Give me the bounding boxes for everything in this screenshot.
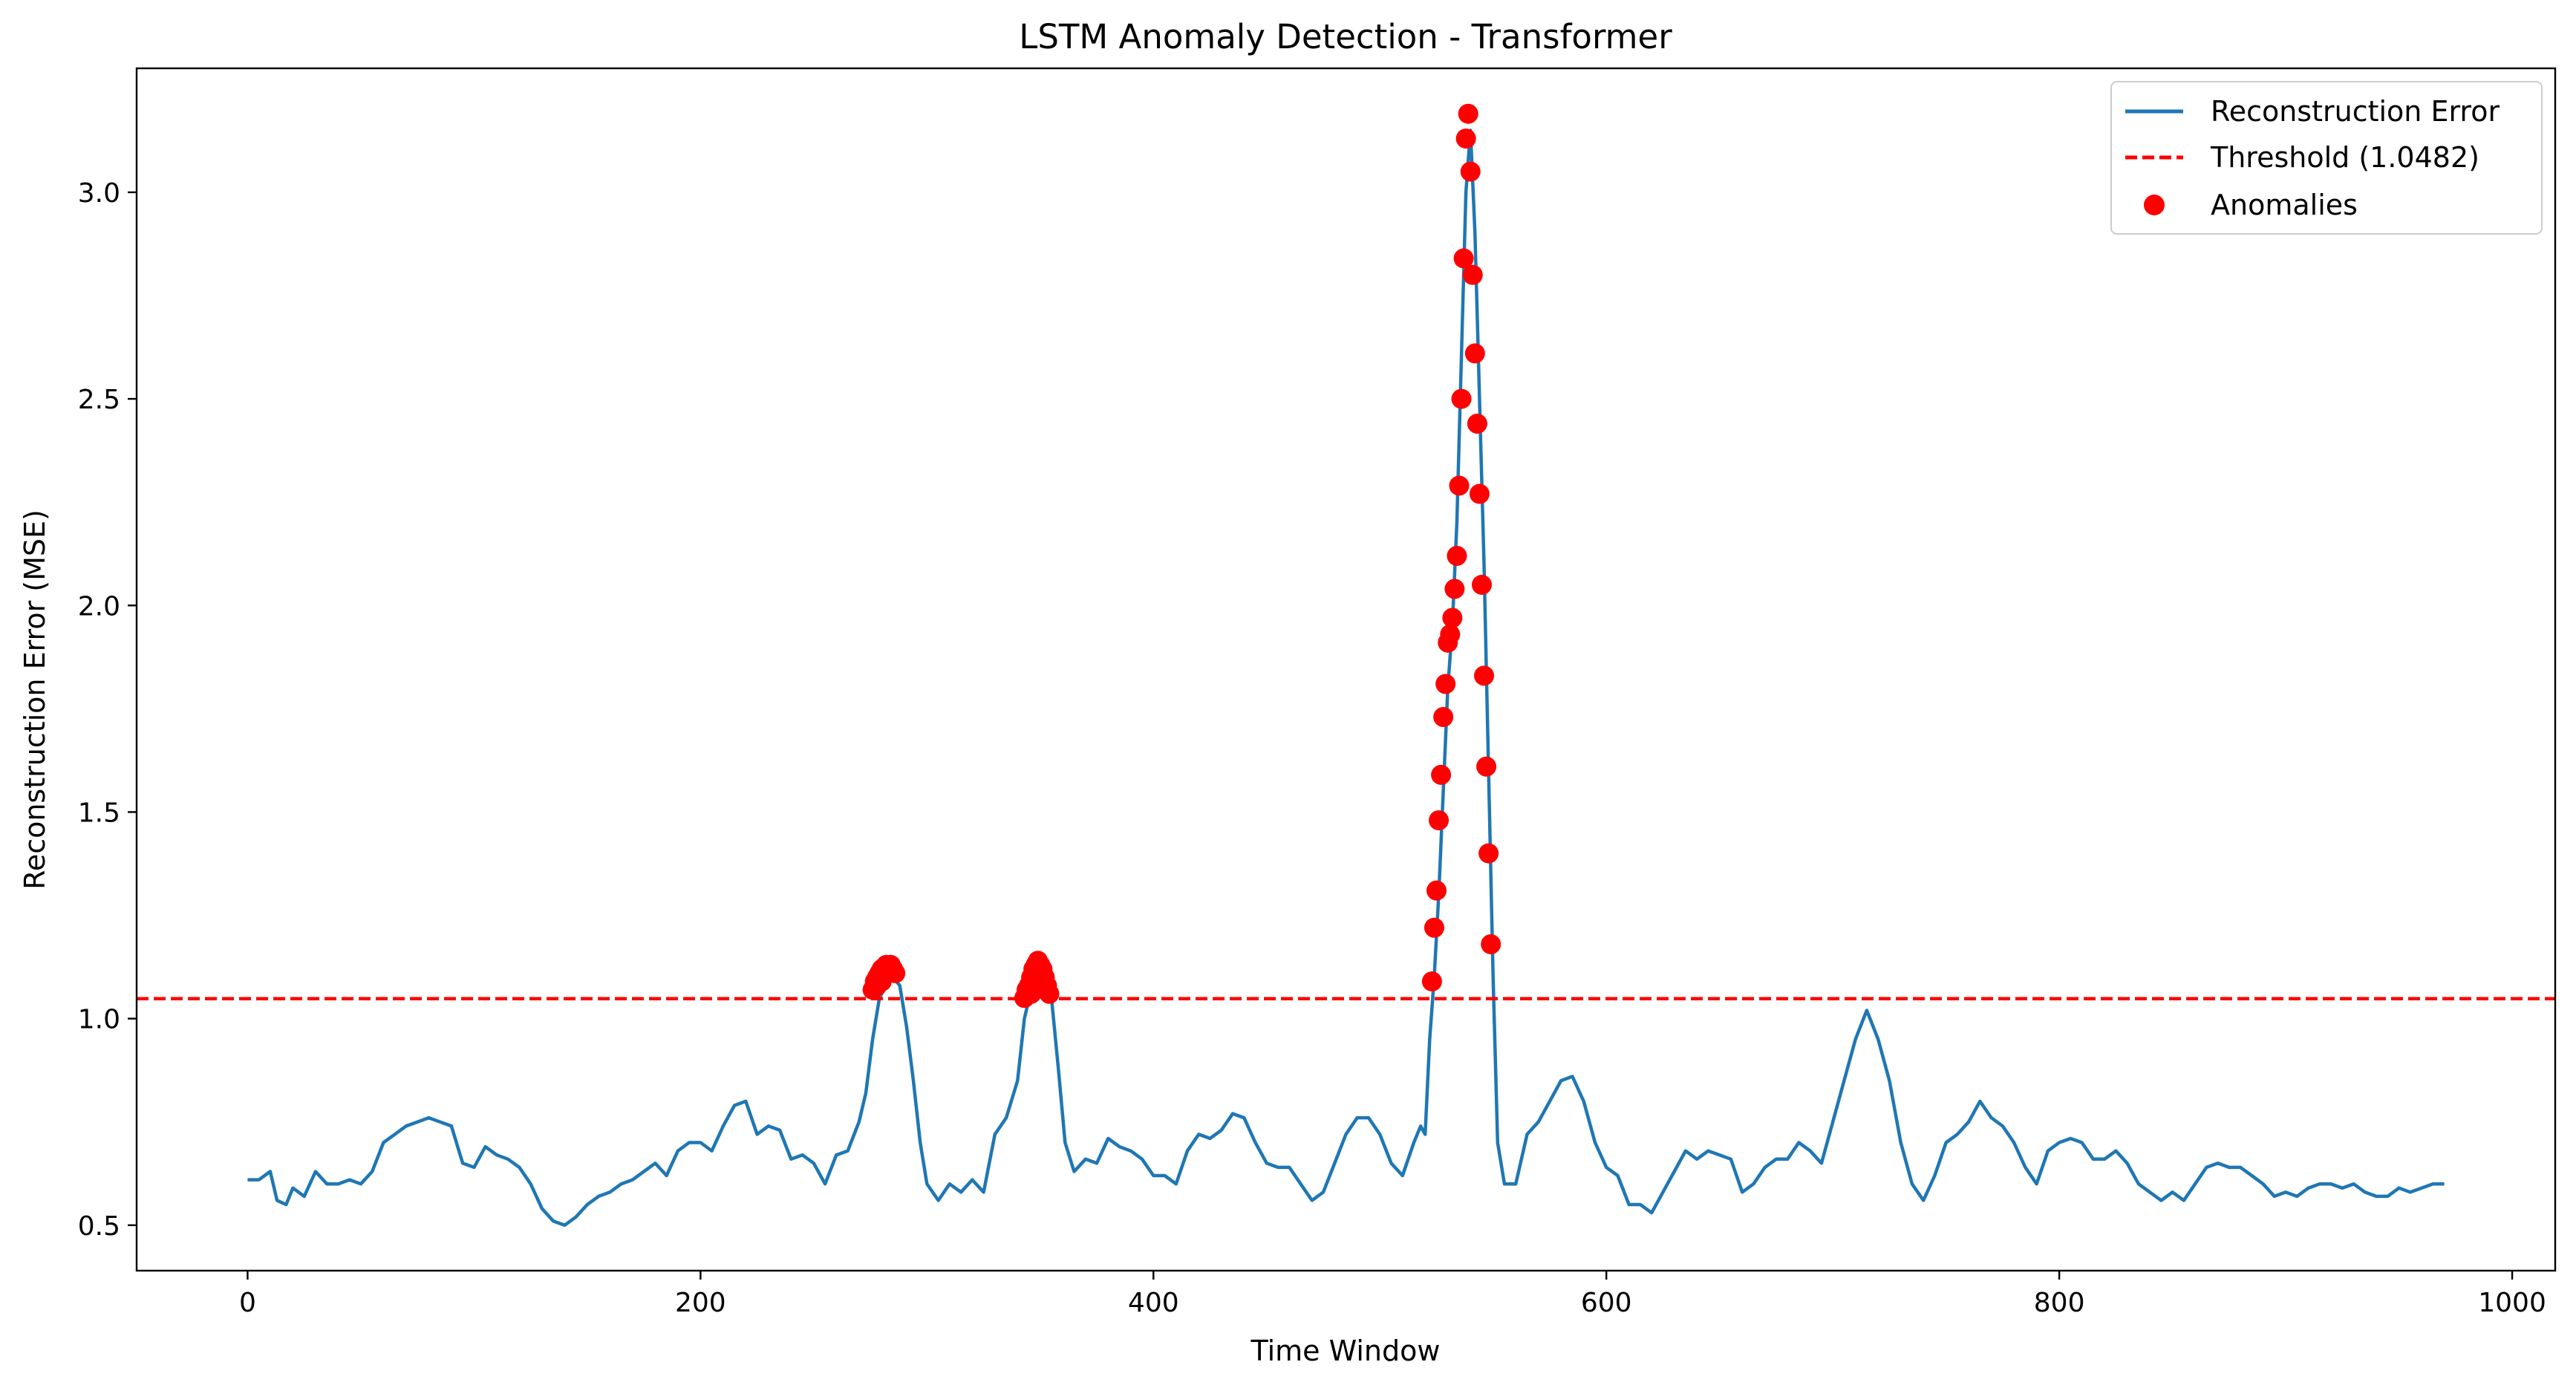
legend-anomaly-swatch [2144, 195, 2165, 215]
x-tick-label: 200 [675, 1288, 726, 1318]
anomaly-point [1424, 917, 1444, 938]
anomaly-point [1447, 546, 1467, 567]
anomaly-point [1440, 624, 1461, 645]
anomaly-point [1481, 934, 1501, 954]
y-tick-label: 2.0 [78, 591, 120, 622]
anomaly-point [1471, 574, 1492, 595]
y-axis-title: Reconstruction Error (MSE) [19, 509, 51, 890]
anomaly-point [1464, 343, 1485, 364]
x-ticks: 0 200 400 600 800 1000 [239, 1271, 2546, 1318]
y-tick-label: 2.5 [78, 385, 120, 415]
legend-label-threshold: Threshold (1.0482) [2210, 141, 2479, 174]
y-tick-label: 1.0 [78, 1005, 120, 1035]
anomaly-point [1476, 756, 1497, 777]
x-axis-title: Time Window [1250, 1335, 1441, 1367]
anomaly-point [1444, 579, 1465, 599]
legend-label-error: Reconstruction Error [2211, 95, 2500, 128]
legend-label-anomalies: Anomalies [2211, 189, 2358, 221]
series-layer [137, 103, 2555, 1228]
plot-area: 0 200 400 600 800 1000 0.5 1.0 1.5 2.0 2.5 3.0 [78, 67, 2557, 1318]
x-tick-label: 0 [239, 1288, 256, 1318]
y-ticks: 0.5 1.0 1.5 2.0 2.5 3.0 [78, 178, 137, 1242]
legend: Reconstruction Error Threshold (1.0482) … [2110, 81, 2543, 235]
x-tick-label: 400 [1128, 1288, 1179, 1318]
anomaly-point [1474, 665, 1495, 686]
anomaly-point [1431, 764, 1452, 785]
y-tick-label: 1.5 [78, 798, 120, 828]
anomaly-point [1034, 980, 1055, 1000]
anomaly-point [1451, 388, 1472, 409]
anomaly-point [1469, 483, 1490, 504]
anomaly-point [1426, 880, 1447, 901]
reconstruction-error-line [247, 128, 2445, 1228]
plot-frame [135, 67, 2557, 1272]
legend-box [2110, 81, 2543, 235]
anomaly-point [1449, 475, 1470, 496]
anomaly-point [1435, 674, 1456, 694]
anomaly-point [1421, 971, 1442, 992]
anomaly-point [871, 971, 892, 992]
anomaly-point [1478, 843, 1499, 864]
y-tick-label: 3.0 [78, 178, 120, 209]
anomaly-point [1453, 248, 1474, 269]
x-tick-label: 600 [1581, 1288, 1632, 1318]
anomaly-point [1442, 607, 1463, 628]
anomaly-point [1455, 128, 1476, 149]
anomaly-point [1458, 103, 1478, 124]
x-tick-label: 800 [2034, 1288, 2085, 1318]
anomaly-point [1433, 706, 1454, 727]
anomaly-point [1462, 264, 1483, 285]
chart-title: LSTM Anomaly Detection - Transformer [1019, 17, 1672, 56]
y-tick-label: 0.5 [78, 1211, 120, 1242]
x-tick-label: 1000 [2478, 1288, 2546, 1318]
anomaly-point [1429, 810, 1450, 831]
anomaly-point [1467, 413, 1487, 434]
anomaly-point [1460, 161, 1481, 182]
